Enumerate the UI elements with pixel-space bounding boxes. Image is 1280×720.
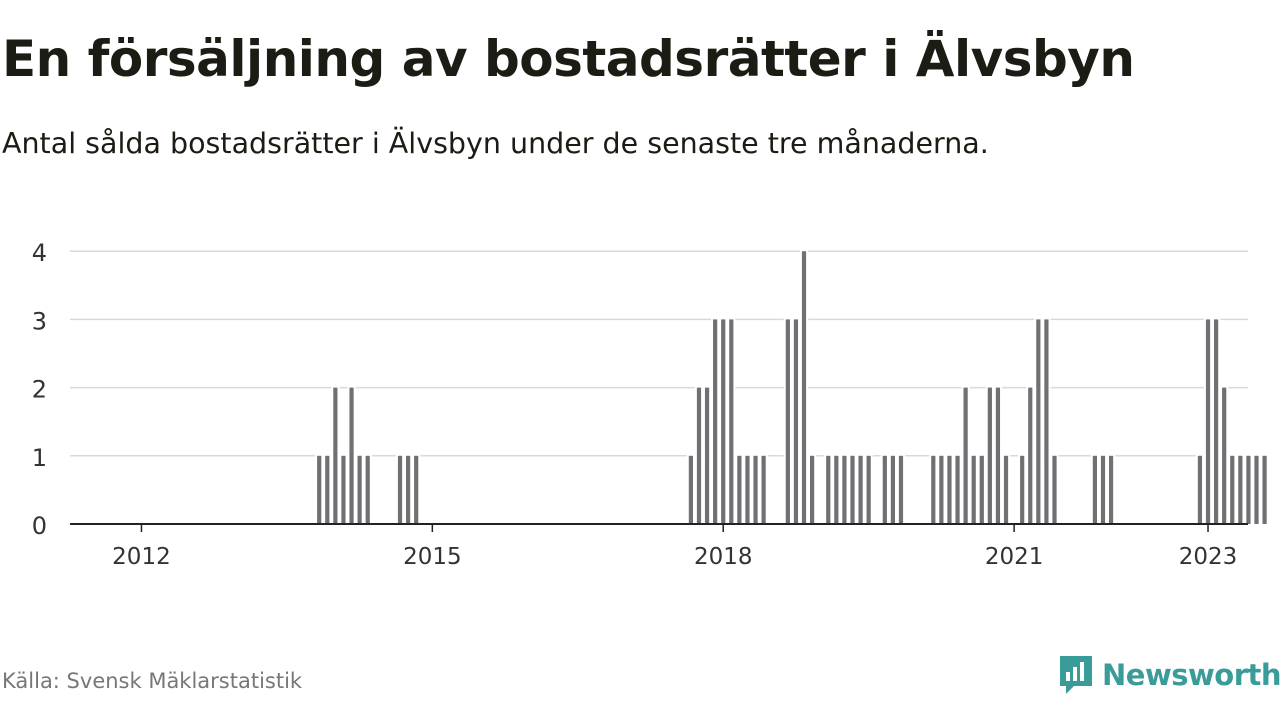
- bar: [1262, 455, 1267, 524]
- brand-logo: Newsworthy: [1058, 653, 1280, 697]
- bar: [947, 455, 952, 524]
- bar: [931, 455, 936, 524]
- bar: [1214, 319, 1219, 524]
- y-tick-label: 0: [32, 512, 47, 540]
- bar: [1254, 455, 1259, 524]
- x-tick-label: 2021: [985, 544, 1044, 570]
- bar: [1230, 455, 1235, 524]
- bar: [696, 387, 702, 524]
- y-tick-label: 1: [32, 444, 47, 472]
- bar: [1246, 455, 1251, 524]
- bar: [729, 319, 734, 524]
- bar: [801, 251, 807, 524]
- bar: [406, 455, 411, 524]
- bar: [1036, 319, 1041, 524]
- bar: [317, 455, 322, 524]
- bar: [333, 387, 338, 524]
- bar: [826, 455, 831, 524]
- bar: [1092, 455, 1097, 524]
- bar: [1003, 455, 1009, 524]
- bar: [834, 455, 839, 524]
- bar: [1028, 387, 1033, 524]
- brand-name: Newsworthy: [1102, 658, 1280, 692]
- bar: [793, 319, 799, 524]
- bar: [1020, 455, 1025, 524]
- source-note: Källa: Svensk Mäklarstatistik: [2, 669, 303, 693]
- x-tick-label: 2015: [403, 544, 462, 570]
- bar: [890, 455, 895, 524]
- bar: [1108, 455, 1114, 524]
- bar: [721, 319, 726, 524]
- bar: [785, 319, 790, 524]
- y-tick-label: 4: [32, 239, 47, 267]
- bar: [1052, 455, 1057, 524]
- bar: [1197, 455, 1203, 524]
- chart-subtitle: Antal sålda bostadsrätter i Älvsbyn unde…: [2, 127, 989, 160]
- bar: [971, 455, 976, 524]
- bar: [939, 455, 944, 524]
- x-tick-label: 2018: [694, 544, 753, 570]
- x-tick-label: 2023: [1179, 544, 1238, 570]
- bar: [761, 455, 766, 524]
- bar: [753, 455, 758, 524]
- bar-chart: 01234201220152018202120231: [32, 239, 1269, 570]
- bar: [414, 455, 419, 524]
- bar: [882, 455, 887, 524]
- bar: [1222, 387, 1227, 524]
- bar: [995, 387, 1001, 524]
- y-tick-label: 2: [32, 376, 47, 404]
- bar: [850, 455, 855, 524]
- bar: [737, 455, 742, 524]
- bar: [1205, 319, 1211, 524]
- bar: [357, 455, 362, 524]
- bar: [704, 387, 710, 524]
- bar: [397, 455, 403, 524]
- bar: [898, 455, 904, 524]
- bar: [963, 387, 968, 524]
- bar: [1100, 455, 1106, 524]
- y-tick-label: 3: [32, 307, 47, 335]
- bar: [842, 455, 847, 524]
- bar: [866, 455, 871, 524]
- bar: [365, 455, 370, 524]
- bar: [341, 455, 346, 524]
- bar: [1044, 319, 1049, 524]
- bar: [810, 455, 815, 524]
- bar: [987, 387, 992, 524]
- bar: [713, 319, 718, 524]
- bar: [745, 455, 750, 524]
- newsworthy-logo-icon: [1060, 656, 1092, 694]
- x-tick-label: 2012: [112, 544, 171, 570]
- bar: [858, 455, 863, 524]
- chart-title: En försäljning av bostadsrätter i Älvsby…: [2, 30, 1135, 88]
- bar: [955, 455, 960, 524]
- bar: [349, 387, 354, 524]
- bar: [979, 455, 984, 524]
- bar: [688, 455, 693, 524]
- bar: [325, 455, 330, 524]
- bar: [1238, 455, 1243, 524]
